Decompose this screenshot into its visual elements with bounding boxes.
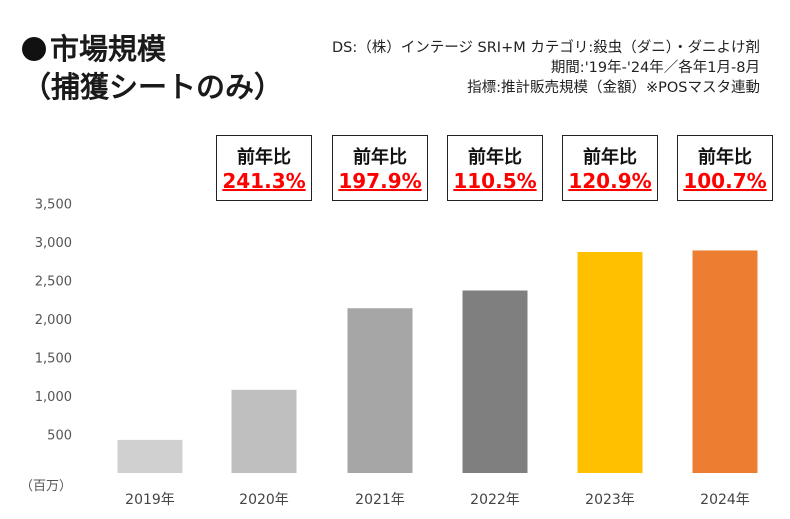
- yoy-value: 197.9%: [338, 169, 422, 193]
- yoy-box: 前年比 110.5%: [447, 135, 543, 201]
- yoy-label: 前年比: [468, 147, 522, 168]
- title-line1: 市場規模: [50, 32, 167, 66]
- yoy-box: 前年比 100.7%: [677, 135, 773, 201]
- x-tick-label: 2020年: [239, 492, 289, 508]
- y-tick-label: 2,000: [35, 313, 72, 328]
- y-tick-label: 500: [47, 429, 72, 444]
- y-tick-label: 3,500: [35, 198, 72, 213]
- yoy-label: 前年比: [583, 147, 637, 168]
- yoy-box: 前年比 241.3%: [216, 135, 312, 201]
- yoy-label: 前年比: [237, 147, 291, 168]
- yoy-box: 前年比 197.9%: [332, 135, 428, 201]
- x-tick-label: 2019年: [125, 492, 175, 508]
- yoy-value: 241.3%: [222, 169, 306, 193]
- yoy-label: 前年比: [353, 147, 407, 168]
- bar: [231, 389, 297, 473]
- source-line1: DS:（株）インテージ SRI+M カテゴリ:殺虫（ダニ）・ダニよけ剤: [331, 40, 760, 56]
- yoy-value: 120.9%: [568, 169, 652, 193]
- x-tick-label: 2023年: [585, 492, 635, 508]
- bar: [347, 308, 413, 473]
- source-notes: DS:（株）インテージ SRI+M カテゴリ:殺虫（ダニ）・ダニよけ剤 期間:'…: [332, 38, 760, 98]
- yoy-box: 前年比 120.9%: [562, 135, 658, 201]
- bullet-icon: [22, 37, 46, 61]
- y-tick-label: 3,000: [35, 236, 72, 251]
- source-line2: 期間:'19年-'24年／各年1月-8月: [550, 60, 760, 76]
- y-tick-label: 2,500: [35, 275, 72, 290]
- bar: [692, 250, 758, 473]
- source-line3: 指標:推計販売規模（金額）※POSマスタ連動: [467, 80, 760, 96]
- title-line2: （捕獲シートのみ）: [22, 70, 284, 104]
- chart-title: 市場規模 （捕獲シートのみ）: [22, 30, 283, 106]
- bar: [117, 439, 183, 473]
- y-tick-label: 1,500: [35, 352, 72, 367]
- yoy-value: 100.7%: [683, 169, 767, 193]
- bar: [577, 252, 643, 473]
- x-tick-label: 2022年: [470, 492, 520, 508]
- x-tick-label: 2021年: [355, 492, 405, 508]
- y-tick-label: 1,000: [35, 390, 72, 405]
- yoy-value: 110.5%: [453, 169, 537, 193]
- y-unit-label: （百万）: [20, 479, 72, 494]
- x-tick-label: 2024年: [700, 492, 750, 508]
- yoy-label: 前年比: [698, 147, 752, 168]
- bar: [462, 290, 528, 473]
